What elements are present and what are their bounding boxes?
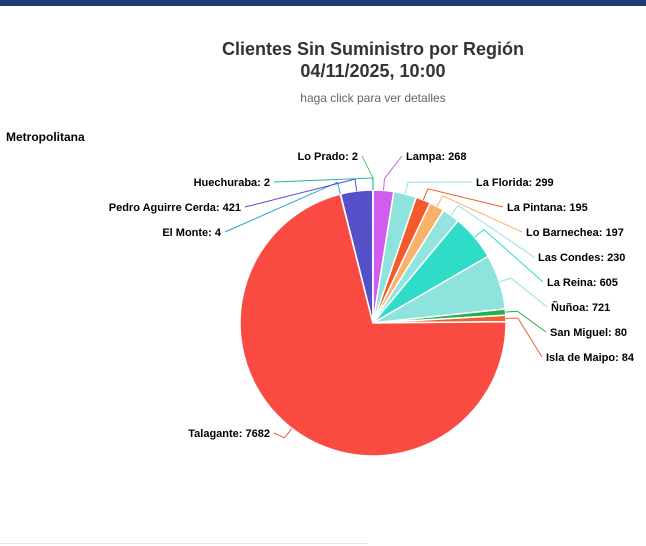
data-label-lo-barnechea: Lo Barnechea: 197 [526,227,624,239]
chart-title-line1: Clientes Sin Suministro por Región [221,39,525,59]
connector-el-monte [224,181,341,233]
data-label-lo-prado: Lo Prado: 2 [297,151,358,163]
data-label-la-florida: La Florida: 299 [476,177,554,189]
chart-title-line2: 04/11/2025, 10:00 [300,61,446,81]
connector-la-pintana [422,188,504,208]
data-label-la-pintana: La Pintana: 195 [507,202,588,214]
connector-lampa [383,155,403,191]
series-region-label: Metropolitana [6,130,85,144]
data-label-lampa: Lampa: 268 [406,151,467,163]
connector-talagante [273,428,293,439]
data-label-san-miguel: San Miguel: 80 [550,327,627,339]
data-label-las-condes: Las Condes: 230 [538,252,625,264]
connector-huechuraba [273,177,374,190]
bottom-divider [0,543,368,544]
connector-isla-de-maipo [505,317,543,358]
connector-la-florida [404,181,473,195]
top-bar [0,0,646,6]
data-label-nunoa: Ñuñoa: 721 [551,301,610,314]
data-label-huechuraba: Huechuraba: 2 [194,177,270,189]
data-label-isla-de-maipo: Isla de Maipo: 84 [546,352,635,364]
data-label-el-monte: El Monte: 4 [162,227,222,239]
data-label-pedro-aguirre-cerda: Pedro Aguirre Cerda: 421 [109,202,241,214]
data-label-talagante: Talagante: 7682 [188,428,270,440]
connector-la-reina [474,228,544,283]
chart-subtitle[interactable]: haga click para ver detalles [300,91,446,105]
pie-slice-talagante[interactable] [239,193,507,457]
connector-lo-prado [361,155,374,190]
chart-title: Clientes Sin Suministro por Región 04/11… [100,38,646,82]
connector-san-miguel [505,310,547,333]
data-label-la-reina: La Reina: 605 [547,277,618,289]
connector-lo-barnechea [436,195,523,233]
connector-las-condes [450,204,535,258]
connector-nunoa [499,277,548,308]
